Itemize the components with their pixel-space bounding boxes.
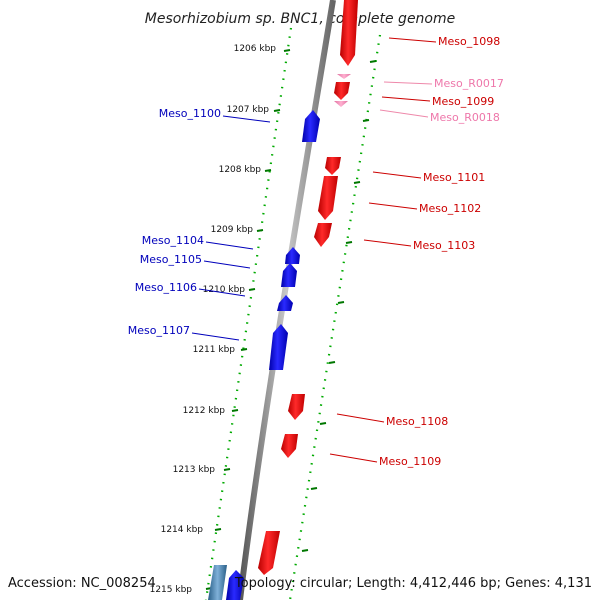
reverse-genes	[208, 110, 320, 600]
gene-label-meso-1107[interactable]: Meso_1107	[128, 324, 190, 337]
gene-meso-1099[interactable]	[334, 82, 350, 100]
gene-meso-1098[interactable]	[340, 0, 358, 66]
forward-genes	[258, 0, 358, 575]
kbp-label: 1209 kbp	[211, 225, 254, 235]
gene-label-meso-1105[interactable]: Meso_1105	[140, 253, 202, 266]
genome-summary-text: Topology: circular; Length: 4,412,446 bp…	[234, 576, 592, 591]
kbp-label: 1207 kbp	[227, 105, 270, 115]
gene-meso-1101[interactable]	[325, 157, 341, 175]
gene-label-meso-1101[interactable]: Meso_1101	[423, 171, 485, 184]
gene-meso-1102[interactable]	[318, 176, 338, 220]
kbp-label: 1212 kbp	[183, 406, 226, 416]
gene-label-meso-1104[interactable]: Meso_1104	[142, 234, 204, 247]
gene-meso-1107[interactable]	[269, 324, 288, 370]
kbp-label: 1213 kbp	[173, 465, 216, 475]
kbp-label: 1215 kbp	[150, 585, 193, 595]
gene-meso-1104[interactable]	[285, 247, 300, 264]
gene-label-meso-1098[interactable]: Meso_1098	[438, 35, 500, 48]
map-title: Mesorhizobium sp. BNC1, complete genome	[145, 11, 456, 27]
gene-label-meso-1099[interactable]: Meso_1099	[432, 95, 494, 108]
rna-meso-r0017[interactable]	[337, 74, 351, 79]
gene-meso-1106[interactable]	[277, 295, 293, 311]
kbp-label: 1210 kbp	[203, 285, 246, 295]
gene-forward-partial[interactable]	[258, 531, 280, 575]
gene-label-meso-1106[interactable]: Meso_1106	[135, 281, 197, 294]
gene-meso-1105[interactable]	[281, 263, 297, 287]
gene-label-meso-1108[interactable]: Meso_1108	[386, 415, 448, 428]
accession-text: Accession: NC_008254	[8, 576, 156, 591]
gene-reverse-partial[interactable]	[226, 570, 244, 600]
gene-meso-1103[interactable]	[314, 223, 332, 247]
forward-strand-track	[288, 34, 382, 601]
kbp-tick-marks	[205, 49, 377, 590]
gene-meso-1100[interactable]	[302, 110, 320, 142]
gene-label-meso-r0018[interactable]: Meso_R0018	[430, 111, 500, 124]
rna-meso-r0018[interactable]	[334, 101, 348, 107]
gene-label-meso-r0017[interactable]: Meso_R0017	[434, 77, 504, 90]
kbp-label: 1214 kbp	[161, 525, 204, 535]
kbp-label: 1208 kbp	[219, 165, 262, 175]
label-leaders	[191, 37, 437, 463]
gene-meso-1109[interactable]	[281, 434, 298, 458]
gene-label-meso-1100[interactable]: Meso_1100	[159, 107, 221, 120]
gene-label-meso-1103[interactable]: Meso_1103	[413, 239, 475, 252]
gene-meso-1108[interactable]	[288, 394, 305, 420]
gene-reverse-partial-steel[interactable]	[208, 565, 227, 600]
kbp-label: 1206 kbp	[234, 44, 277, 54]
reverse-strand-track	[204, 27, 293, 601]
gene-label-meso-1109[interactable]: Meso_1109	[379, 455, 441, 468]
kbp-label: 1211 kbp	[193, 345, 236, 355]
gene-label-meso-1102[interactable]: Meso_1102	[419, 202, 481, 215]
